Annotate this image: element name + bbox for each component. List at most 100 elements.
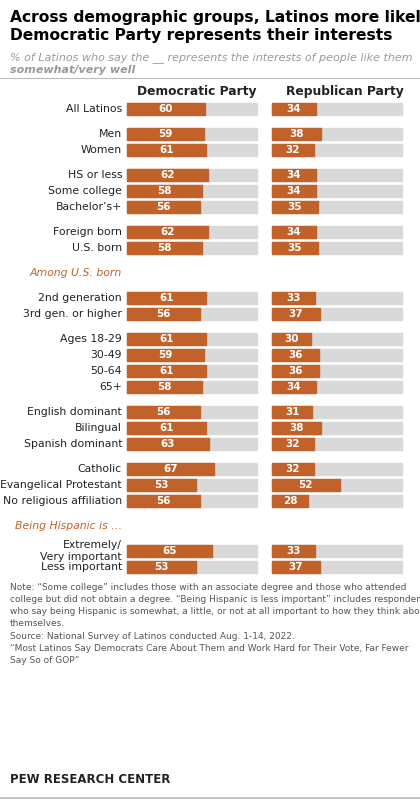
Text: 34: 34: [287, 104, 302, 114]
Bar: [272, 438, 314, 450]
Bar: [127, 185, 257, 197]
Text: 32: 32: [286, 439, 300, 449]
Bar: [127, 463, 257, 475]
Bar: [127, 308, 200, 320]
Text: 59: 59: [158, 350, 173, 360]
Text: PEW RESEARCH CENTER: PEW RESEARCH CENTER: [10, 773, 171, 786]
Text: 37: 37: [289, 562, 303, 572]
Bar: [127, 128, 257, 140]
Text: 34: 34: [287, 170, 302, 180]
Text: Being Hispanic is …: Being Hispanic is …: [15, 521, 122, 531]
Text: 30: 30: [284, 334, 299, 344]
Text: 59: 59: [158, 129, 173, 139]
Bar: [127, 226, 257, 238]
Bar: [127, 308, 257, 320]
Bar: [272, 226, 316, 238]
Text: U.S. born: U.S. born: [72, 243, 122, 253]
Bar: [127, 185, 202, 197]
Bar: [127, 333, 206, 345]
Bar: [272, 185, 402, 197]
Text: Evangelical Protestant: Evangelical Protestant: [0, 480, 122, 490]
Text: Women: Women: [81, 145, 122, 155]
Text: Across demographic groups, Latinos more likely to say: Across demographic groups, Latinos more …: [10, 10, 420, 25]
Text: 61: 61: [160, 423, 174, 433]
Bar: [272, 169, 402, 181]
Text: 30-49: 30-49: [90, 350, 122, 360]
Text: Some college: Some college: [48, 186, 122, 196]
Bar: [127, 479, 257, 491]
Text: 56: 56: [156, 496, 171, 506]
Text: 34: 34: [287, 227, 302, 237]
Bar: [272, 308, 320, 320]
Bar: [127, 479, 196, 491]
Bar: [127, 201, 257, 213]
Bar: [127, 561, 257, 573]
Text: Republican Party: Republican Party: [286, 85, 404, 98]
Bar: [127, 365, 257, 377]
Text: 36: 36: [288, 366, 303, 376]
Text: English dominant: English dominant: [27, 407, 122, 417]
Bar: [272, 463, 314, 475]
Text: Extremely/
Very important: Extremely/ Very important: [40, 541, 122, 562]
Text: somewhat/very well: somewhat/very well: [10, 65, 135, 75]
Text: No religious affiliation: No religious affiliation: [3, 496, 122, 506]
Bar: [272, 308, 402, 320]
Bar: [127, 495, 257, 507]
Text: 37: 37: [289, 309, 303, 319]
Text: Catholic: Catholic: [78, 464, 122, 474]
Text: 56: 56: [156, 202, 171, 212]
Bar: [272, 333, 311, 345]
Text: 33: 33: [286, 546, 301, 556]
Bar: [272, 169, 316, 181]
Bar: [272, 406, 402, 418]
Bar: [127, 365, 206, 377]
Bar: [272, 292, 315, 304]
Text: Note: “Some college” includes those with an associate degree and those who atten: Note: “Some college” includes those with…: [10, 583, 420, 665]
Text: 53: 53: [154, 480, 169, 490]
Bar: [127, 349, 257, 361]
Bar: [272, 349, 402, 361]
Bar: [272, 545, 315, 557]
Text: 65+: 65+: [99, 382, 122, 392]
Bar: [127, 545, 257, 557]
Bar: [272, 422, 321, 434]
Text: 33: 33: [286, 293, 301, 303]
Bar: [127, 381, 257, 393]
Bar: [272, 463, 402, 475]
Text: Men: Men: [99, 129, 122, 139]
Bar: [272, 144, 402, 156]
Bar: [272, 185, 316, 197]
Bar: [272, 226, 402, 238]
Text: Foreign born: Foreign born: [53, 227, 122, 237]
Bar: [272, 365, 319, 377]
Bar: [127, 128, 204, 140]
Text: 3rd gen. or higher: 3rd gen. or higher: [23, 309, 122, 319]
Bar: [272, 103, 402, 115]
Text: 62: 62: [160, 170, 175, 180]
Bar: [272, 201, 402, 213]
Text: 60: 60: [159, 104, 173, 114]
Text: 28: 28: [283, 496, 297, 506]
Text: All Latinos: All Latinos: [66, 104, 122, 114]
Bar: [127, 201, 200, 213]
Bar: [272, 406, 312, 418]
Text: Democratic Party: Democratic Party: [137, 85, 257, 98]
Bar: [272, 561, 402, 573]
Text: 52: 52: [299, 480, 313, 490]
Text: Ages 18-29: Ages 18-29: [60, 334, 122, 344]
Bar: [127, 144, 257, 156]
Bar: [127, 545, 212, 557]
Bar: [127, 103, 205, 115]
Bar: [127, 422, 206, 434]
Text: 58: 58: [158, 382, 172, 392]
Bar: [127, 242, 257, 254]
Bar: [272, 103, 316, 115]
Bar: [272, 479, 402, 491]
Bar: [272, 128, 402, 140]
Text: 35: 35: [288, 243, 302, 253]
Bar: [272, 422, 402, 434]
Text: 35: 35: [288, 202, 302, 212]
Bar: [272, 381, 316, 393]
Bar: [127, 495, 200, 507]
Bar: [127, 103, 257, 115]
